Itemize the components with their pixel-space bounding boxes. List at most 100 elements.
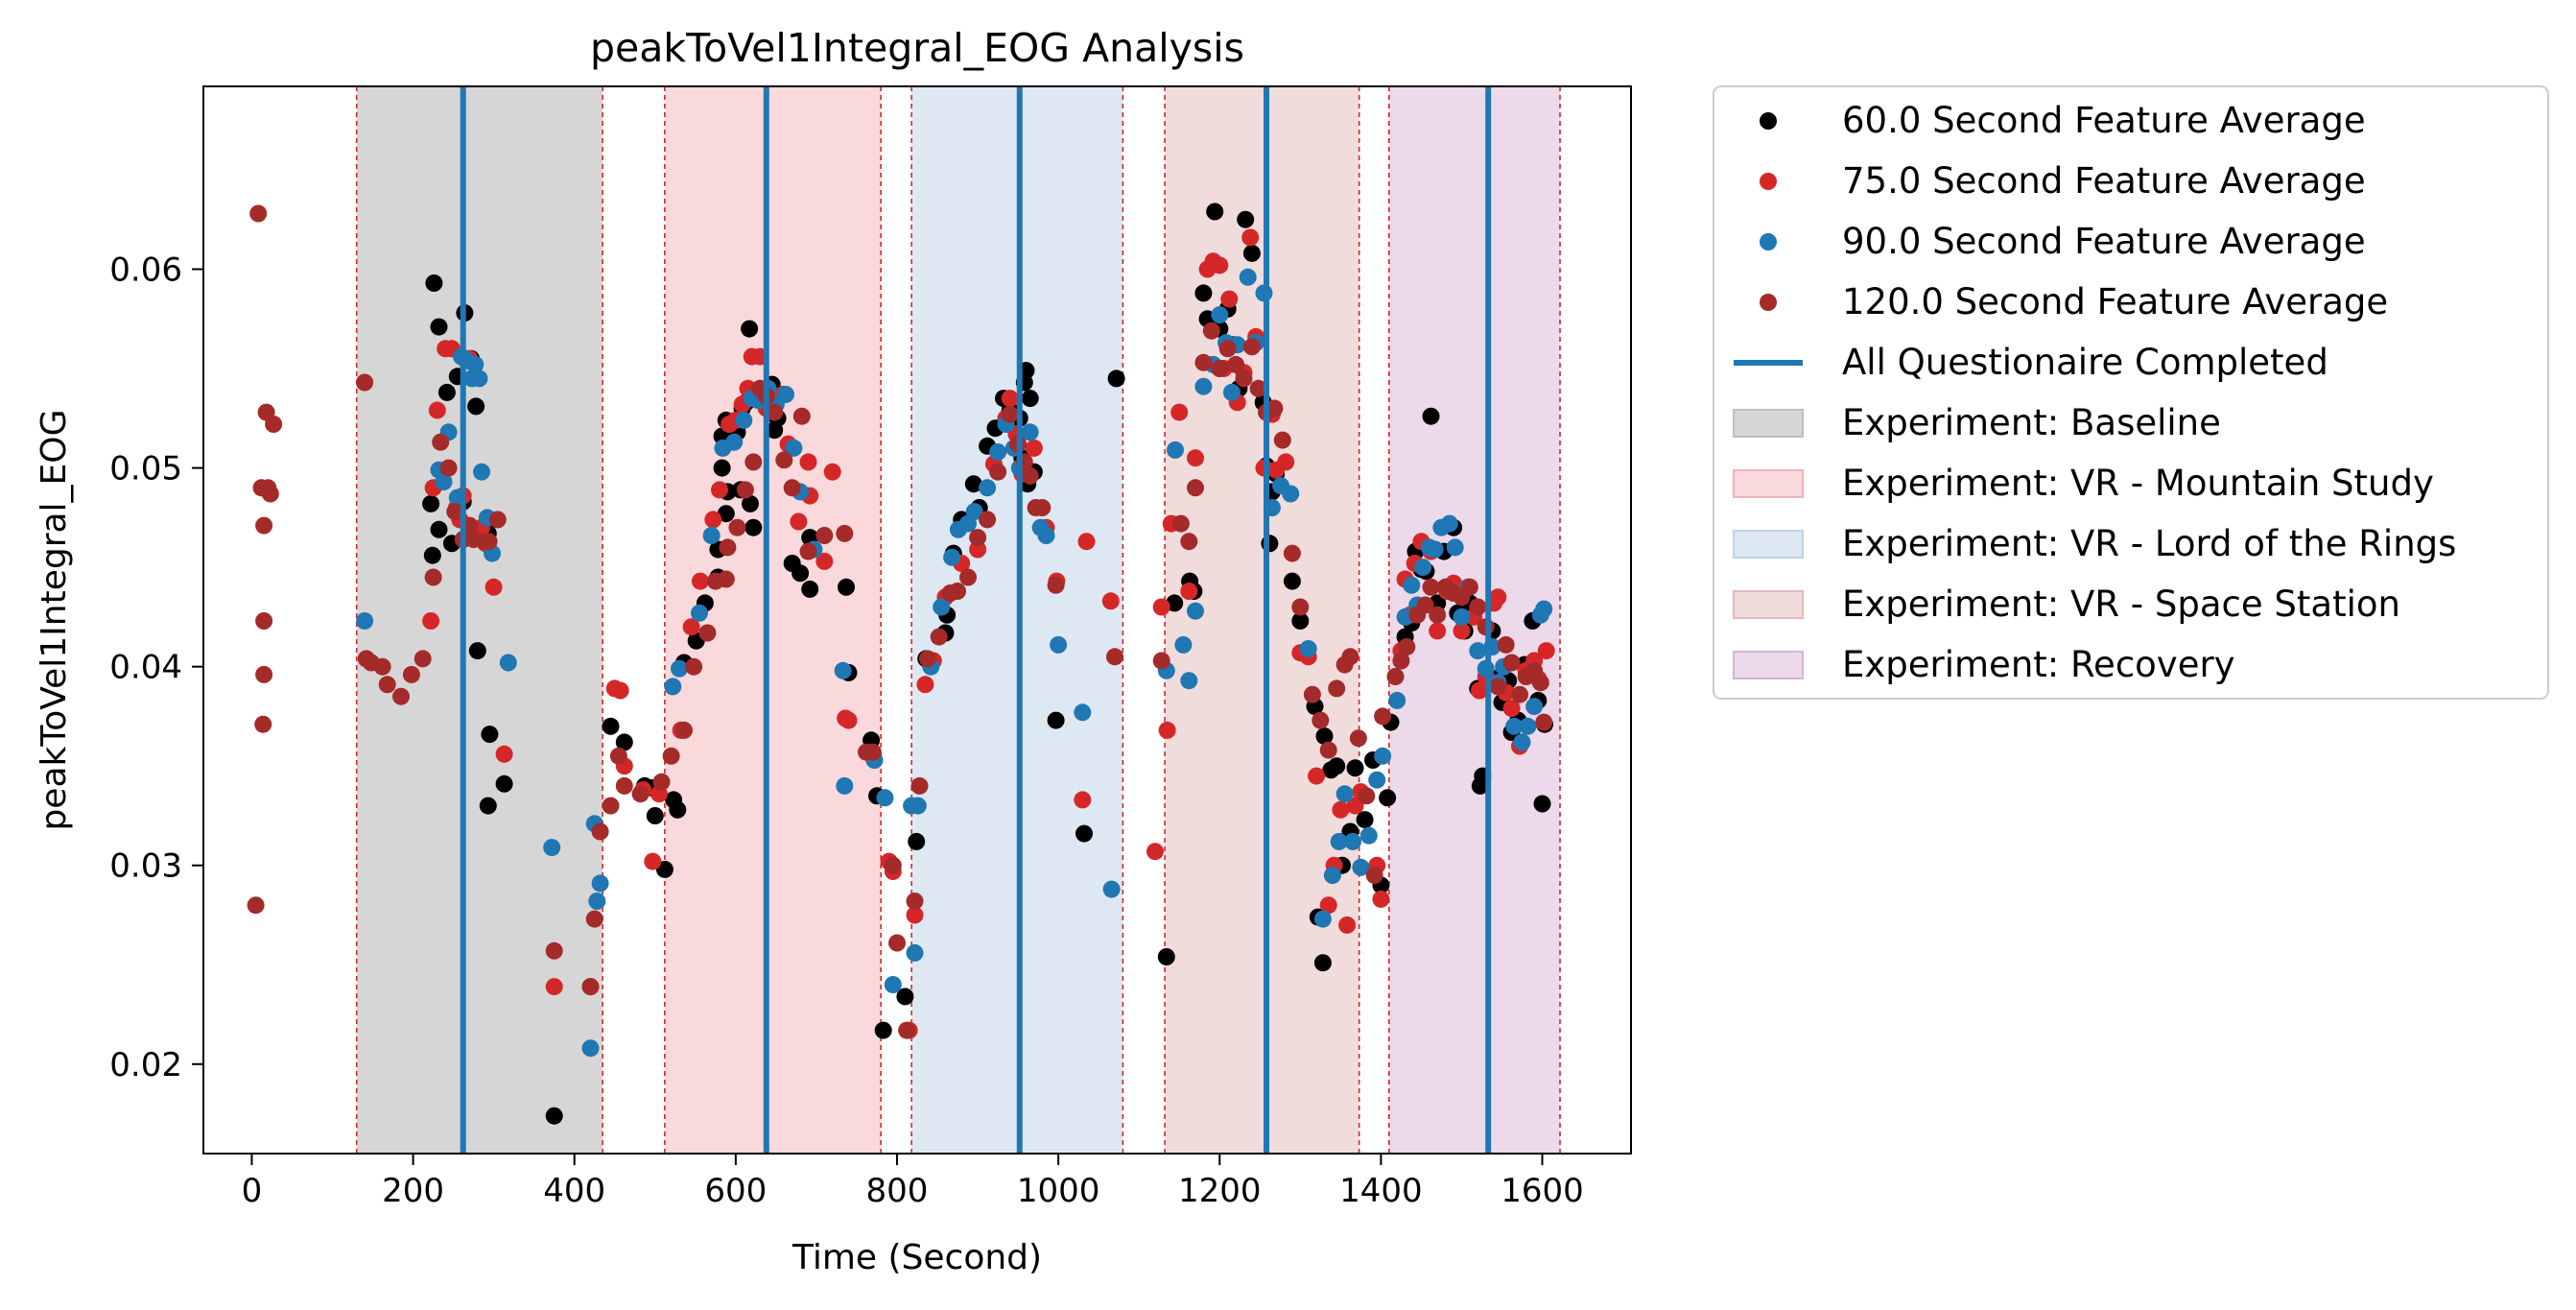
data-point xyxy=(1102,880,1121,898)
data-point xyxy=(1422,578,1440,596)
data-point xyxy=(1101,592,1120,610)
data-point xyxy=(644,852,662,870)
x-tick-label: 1200 xyxy=(1178,1172,1262,1210)
data-point xyxy=(1511,685,1528,703)
data-point xyxy=(1047,576,1065,594)
data-point xyxy=(664,678,682,696)
data-point xyxy=(1392,652,1410,670)
legend-marker xyxy=(1760,233,1777,250)
data-point xyxy=(884,856,902,874)
data-point xyxy=(609,747,627,765)
phase-spans xyxy=(356,86,1561,1154)
data-point xyxy=(736,481,754,499)
data-point xyxy=(685,657,703,676)
data-point xyxy=(1242,244,1261,262)
data-point xyxy=(792,564,810,583)
data-point xyxy=(742,494,759,512)
data-point xyxy=(631,785,650,803)
data-point xyxy=(675,721,693,739)
data-point xyxy=(1106,648,1123,666)
data-point xyxy=(744,518,763,536)
data-point xyxy=(1001,390,1019,408)
data-point xyxy=(777,386,794,403)
data-point xyxy=(1341,648,1359,666)
data-point xyxy=(1074,703,1092,722)
data-point xyxy=(1315,727,1334,746)
data-point xyxy=(876,789,894,807)
questionnaire-lines xyxy=(460,86,1492,1154)
data-point xyxy=(965,503,983,521)
data-point xyxy=(378,676,396,694)
data-point xyxy=(1346,797,1364,815)
data-point xyxy=(1170,403,1189,421)
data-point xyxy=(1237,210,1255,228)
data-point xyxy=(435,473,453,491)
data-point xyxy=(545,941,563,960)
data-point xyxy=(1211,256,1229,274)
data-point xyxy=(1429,622,1447,640)
data-point xyxy=(1372,890,1390,908)
data-point xyxy=(1352,858,1370,876)
data-point xyxy=(910,776,929,795)
data-point xyxy=(702,527,721,544)
legend-marker xyxy=(1760,294,1777,311)
data-point xyxy=(1167,441,1184,459)
legend-patch xyxy=(1733,469,1804,498)
data-point xyxy=(908,832,926,850)
data-point xyxy=(1525,698,1544,716)
data-point xyxy=(1344,832,1361,850)
data-point xyxy=(735,411,753,429)
data-point xyxy=(783,479,801,497)
data-point xyxy=(1323,867,1341,885)
data-point xyxy=(1107,369,1125,388)
data-point xyxy=(1308,767,1326,785)
data-point xyxy=(1158,721,1176,739)
data-point xyxy=(422,612,440,630)
data-point xyxy=(356,612,374,630)
data-point xyxy=(1416,596,1434,614)
data-point xyxy=(1074,791,1092,809)
data-point xyxy=(1180,583,1198,600)
legend-label: Experiment: VR - Mountain Study xyxy=(1842,463,2434,504)
data-point xyxy=(1446,538,1464,557)
data-point xyxy=(1349,729,1367,748)
legend-marker xyxy=(1760,173,1777,190)
data-point xyxy=(1222,383,1241,401)
data-point xyxy=(432,433,450,451)
data-point xyxy=(1533,795,1551,813)
data-point xyxy=(1235,369,1253,388)
data-point xyxy=(615,776,633,795)
data-point xyxy=(766,403,784,421)
data-point xyxy=(602,797,620,815)
data-point xyxy=(1319,896,1337,915)
data-point xyxy=(1291,598,1310,616)
data-point xyxy=(1220,290,1239,308)
data-point xyxy=(792,407,811,425)
data-point xyxy=(839,711,858,729)
data-point xyxy=(254,715,272,733)
data-point xyxy=(1047,711,1065,729)
data-point xyxy=(255,665,273,683)
data-point xyxy=(484,578,503,596)
data-point xyxy=(836,776,854,795)
data-point xyxy=(1218,340,1237,358)
data-point xyxy=(1299,640,1317,657)
legend-label: All Questionaire Completed xyxy=(1842,342,2328,383)
data-point xyxy=(1469,598,1487,616)
data-point xyxy=(698,624,717,642)
data-point xyxy=(1332,800,1350,819)
data-point xyxy=(356,373,374,392)
data-point xyxy=(906,943,924,962)
data-point xyxy=(1497,635,1515,654)
data-point xyxy=(249,204,268,223)
data-point xyxy=(741,320,759,338)
chart-title: peakToVel1Integral_EOG Analysis xyxy=(590,25,1244,71)
data-point xyxy=(1513,733,1531,751)
data-point xyxy=(888,934,906,952)
data-point xyxy=(1211,360,1229,377)
data-point xyxy=(1077,533,1096,551)
data-point xyxy=(1422,407,1440,425)
data-point xyxy=(1283,544,1301,562)
data-point xyxy=(545,1107,563,1125)
